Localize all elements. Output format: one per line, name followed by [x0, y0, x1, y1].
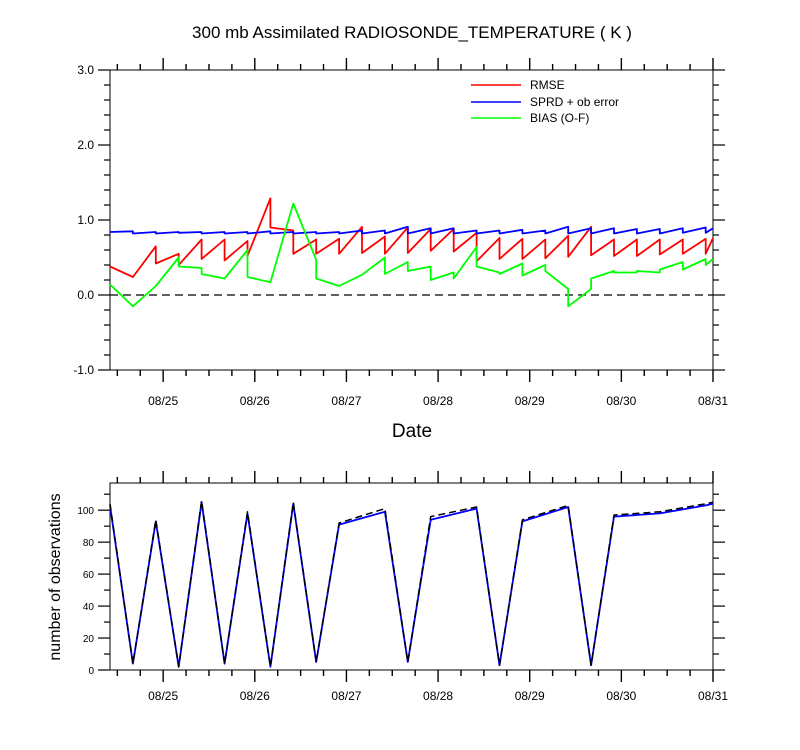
- y-tick-label: 80: [83, 538, 95, 549]
- x-tick-label-08-26: 08/26: [240, 689, 270, 703]
- x-tick-label-08-27: 08/27: [331, 689, 361, 703]
- top-x-tick-labels: 08/25 08/26 08/27 08/28 08/29 08/30 08/31: [148, 394, 728, 408]
- top-plot-frame: [109, 69, 714, 371]
- top-y-tick-labels: -1.0 0.0 1.0 2.0 3.0: [73, 63, 94, 377]
- bottom-x-tick-labels: 08/25 08/26 08/27 08/28 08/29 08/30 08/31: [148, 689, 728, 703]
- series-line-assimilated: [109, 501, 714, 668]
- y-tick-label: 0: [88, 666, 94, 677]
- x-tick-label-08-28: 08/28: [423, 689, 453, 703]
- x-tick-label-08-27: 08/27: [331, 394, 361, 408]
- x-tick-label-08-26: 08/26: [240, 394, 270, 408]
- y-tick-label: 3.0: [77, 63, 94, 77]
- y-tick-label: 60: [83, 570, 95, 581]
- top-axis-ticks: [98, 58, 725, 382]
- y-tick-label: 20: [83, 634, 95, 645]
- x-tick-label-08-25: 08/25: [148, 689, 178, 703]
- y-axis-title-observations: number of observations: [47, 493, 64, 660]
- y-tick-label: 40: [83, 602, 95, 613]
- bottom-plot-frame: [109, 482, 714, 671]
- bottom-y-tick-labels: 0 20 40 60 80 100: [77, 506, 94, 677]
- x-tick-label-08-29: 08/29: [515, 689, 545, 703]
- legend-label-bias: BIAS (O-F): [530, 111, 589, 125]
- x-axis-title: Date: [392, 421, 432, 442]
- series-line-sprd-ob-error: [109, 225, 714, 235]
- legend-label-sprd: SPRD + ob error: [530, 95, 619, 109]
- legend: RMSE SPRD + ob error BIAS (O-F): [471, 78, 619, 125]
- legend-label-rmse: RMSE: [530, 78, 565, 92]
- bottom-series: [109, 499, 714, 668]
- bottom-axis-ticks: [98, 471, 725, 682]
- x-tick-label-08-28: 08/28: [423, 394, 453, 408]
- y-tick-label: 0.0: [77, 288, 94, 302]
- x-tick-label-08-25: 08/25: [148, 394, 178, 408]
- x-tick-label-08-30: 08/30: [606, 394, 636, 408]
- series-line-possible: [109, 499, 714, 668]
- top-series: [109, 197, 714, 308]
- x-tick-label-08-31: 08/31: [698, 394, 728, 408]
- x-tick-label-08-30: 08/30: [606, 689, 636, 703]
- series-line-rmse: [109, 197, 714, 278]
- y-tick-label: 1.0: [77, 213, 94, 227]
- x-tick-label-08-29: 08/29: [515, 394, 545, 408]
- y-tick-label: -1.0: [73, 363, 94, 377]
- x-tick-label-08-31: 08/31: [698, 689, 728, 703]
- series-line-bias-o-f: [109, 202, 714, 308]
- top-plot: -1.00.01.02.03.0 08/25 08/26 08/27 08/28 08/…: [73, 58, 728, 442]
- chart-title: 300 mb Assimilated RADIOSONDE_TEMPERATUR…: [192, 23, 632, 42]
- y-tick-label: 100: [77, 506, 94, 517]
- y-tick-label: 2.0: [77, 138, 94, 152]
